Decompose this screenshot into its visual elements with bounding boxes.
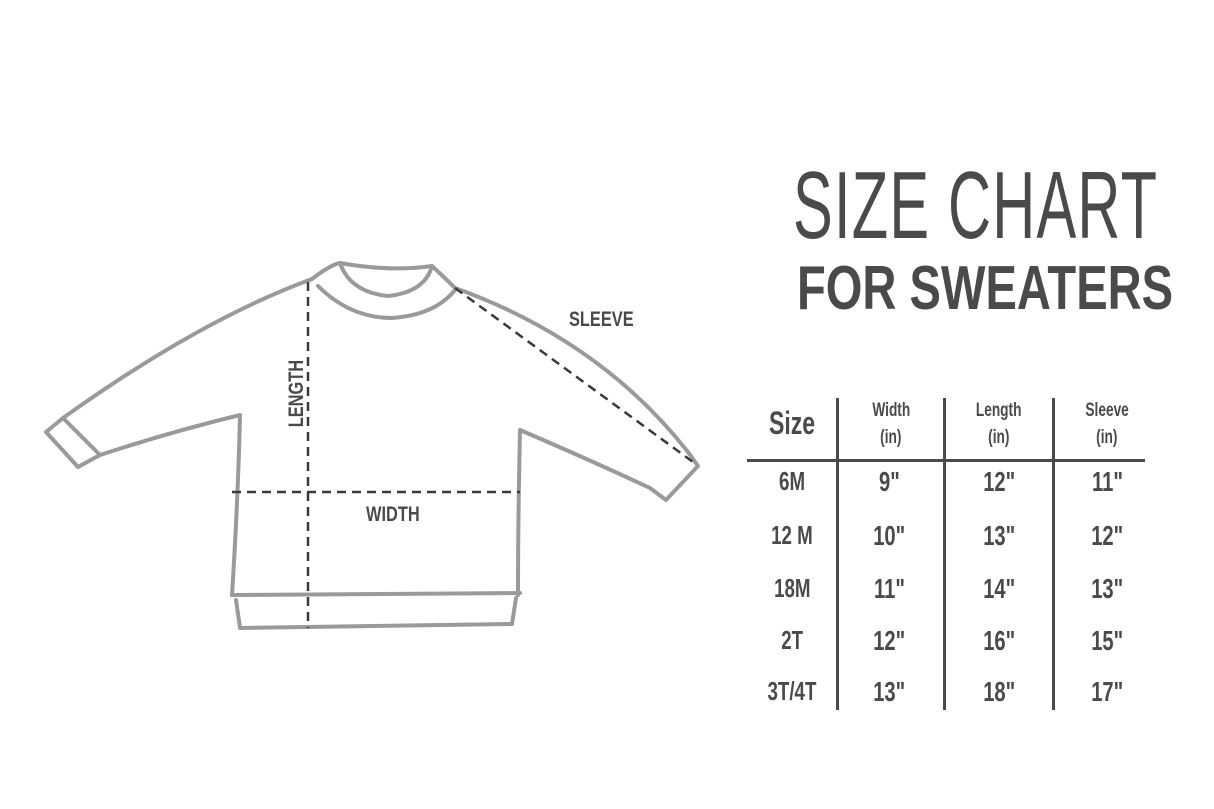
length-label: LENGTH [285, 359, 308, 428]
cell-length: 14" [983, 573, 1015, 604]
sleeve-dashed-line [454, 286, 694, 464]
header-width: Width (in) [872, 400, 910, 448]
cell-sleeve: 12" [1091, 520, 1123, 551]
width-label: WIDTH [366, 503, 420, 526]
title-size-chart: SIZE CHART [793, 152, 1159, 259]
header-divider [747, 459, 1145, 462]
cell-width: 11" [873, 573, 905, 604]
sleeve-label: SLEEVE [569, 308, 634, 331]
column-divider [943, 398, 946, 710]
column-divider [836, 398, 839, 710]
cell-sleeve: 11" [1091, 466, 1123, 497]
title-for-sweaters: FOR SWEATERS [797, 254, 1174, 323]
cell-length: 13" [983, 520, 1015, 551]
cell-sleeve: 15" [1091, 625, 1123, 656]
cell-width: 12" [873, 625, 905, 656]
cell-length: 12" [983, 466, 1015, 497]
cell-size: 12 M [771, 520, 813, 550]
column-divider [1052, 398, 1055, 710]
cell-width: 9" [878, 466, 900, 497]
header-length: Length (in) [976, 400, 1022, 448]
cell-width: 10" [873, 520, 905, 551]
cell-sleeve: 13" [1091, 573, 1123, 604]
cell-length: 16" [983, 625, 1015, 656]
header-size: Size [768, 405, 816, 441]
header-sleeve: Sleeve (in) [1085, 400, 1129, 448]
cell-size: 6M [778, 466, 806, 496]
sweater-outline [44, 261, 700, 630]
cell-length: 18" [983, 676, 1015, 707]
cell-size: 2T [781, 625, 803, 655]
cell-size: 3T/4T [767, 676, 817, 706]
cell-sleeve: 17" [1091, 676, 1123, 707]
cell-size: 18M [773, 573, 811, 603]
measurement-lines [232, 282, 694, 628]
cell-width: 13" [873, 676, 905, 707]
